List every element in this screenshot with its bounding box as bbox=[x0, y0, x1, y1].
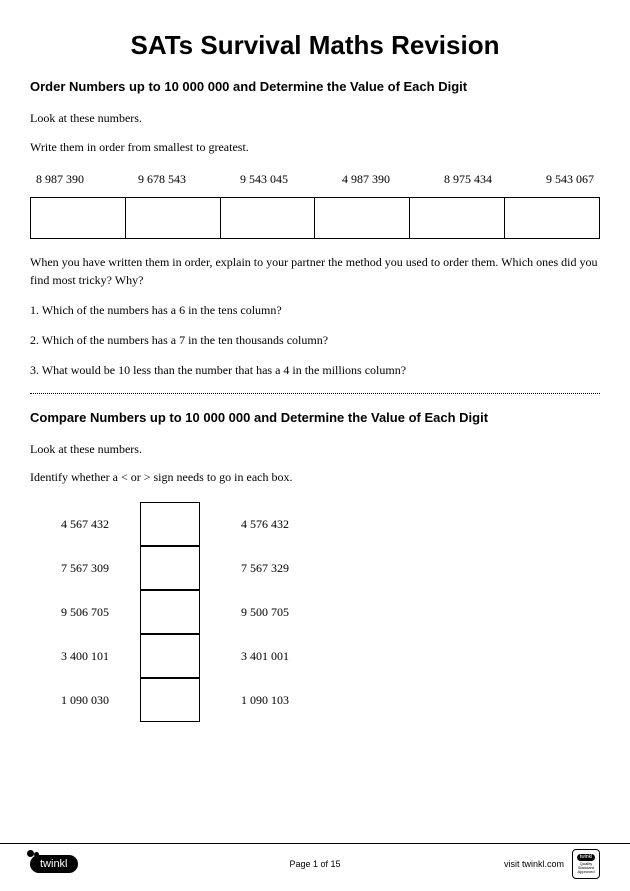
page-number: Page 1 of 15 bbox=[289, 859, 340, 869]
section2-heading: Compare Numbers up to 10 000 000 and Det… bbox=[30, 410, 600, 425]
number-item: 9 678 543 bbox=[138, 172, 186, 187]
compare-box[interactable] bbox=[140, 634, 200, 678]
answer-cell[interactable] bbox=[314, 197, 410, 239]
number-item: 9 543 045 bbox=[240, 172, 288, 187]
compare-left: 7 567 309 bbox=[30, 561, 140, 576]
compare-right: 3 401 001 bbox=[200, 649, 330, 664]
section2-instruction2: Identify whether a < or > sign needs to … bbox=[30, 469, 600, 486]
answer-cell[interactable] bbox=[220, 197, 316, 239]
section-divider bbox=[30, 393, 600, 394]
answer-cell[interactable] bbox=[504, 197, 600, 239]
compare-row: 9 506 705 9 500 705 bbox=[30, 590, 600, 634]
compare-right: 1 090 103 bbox=[200, 693, 330, 708]
badge-text: Quality Standard Approved bbox=[574, 862, 598, 874]
compare-right: 9 500 705 bbox=[200, 605, 330, 620]
section1-instruction2: Write them in order from smallest to gre… bbox=[30, 139, 600, 156]
compare-left: 9 506 705 bbox=[30, 605, 140, 620]
question-1: 1. Which of the numbers has a 6 in the t… bbox=[30, 301, 600, 319]
number-item: 8 975 434 bbox=[444, 172, 492, 187]
compare-left: 3 400 101 bbox=[30, 649, 140, 664]
question-2: 2. Which of the numbers has a 7 in the t… bbox=[30, 331, 600, 349]
compare-row: 1 090 030 1 090 103 bbox=[30, 678, 600, 722]
visit-link: visit twinkl.com bbox=[504, 859, 564, 869]
number-item: 9 543 067 bbox=[546, 172, 594, 187]
compare-row: 7 567 309 7 567 329 bbox=[30, 546, 600, 590]
badge-logo: twinkl bbox=[577, 854, 596, 861]
quality-badge: twinkl Quality Standard Approved bbox=[572, 849, 600, 879]
answer-cell[interactable] bbox=[409, 197, 505, 239]
compare-box[interactable] bbox=[140, 502, 200, 546]
number-item: 4 987 390 bbox=[342, 172, 390, 187]
numbers-row: 8 987 390 9 678 543 9 543 045 4 987 390 … bbox=[36, 172, 594, 187]
section1-heading: Order Numbers up to 10 000 000 and Deter… bbox=[30, 79, 600, 94]
compare-box[interactable] bbox=[140, 678, 200, 722]
page-title: SATs Survival Maths Revision bbox=[30, 30, 600, 61]
compare-box[interactable] bbox=[140, 546, 200, 590]
compare-table: 4 567 432 4 576 432 7 567 309 7 567 329 … bbox=[30, 502, 600, 722]
compare-right: 7 567 329 bbox=[200, 561, 330, 576]
compare-left: 1 090 030 bbox=[30, 693, 140, 708]
answer-cell[interactable] bbox=[30, 197, 126, 239]
compare-box[interactable] bbox=[140, 590, 200, 634]
compare-left: 4 567 432 bbox=[30, 517, 140, 532]
compare-row: 4 567 432 4 576 432 bbox=[30, 502, 600, 546]
answer-table bbox=[30, 197, 600, 239]
page-footer: twinkl Page 1 of 15 visit twinkl.com twi… bbox=[0, 843, 630, 883]
number-item: 8 987 390 bbox=[36, 172, 84, 187]
answer-cell[interactable] bbox=[125, 197, 221, 239]
twinkl-logo: twinkl bbox=[30, 855, 78, 873]
question-3: 3. What would be 10 less than the number… bbox=[30, 361, 600, 379]
compare-right: 4 576 432 bbox=[200, 517, 330, 532]
section1-instruction1: Look at these numbers. bbox=[30, 110, 600, 127]
compare-row: 3 400 101 3 401 001 bbox=[30, 634, 600, 678]
section1-explain: When you have written them in order, exp… bbox=[30, 253, 600, 289]
footer-right: visit twinkl.com twinkl Quality Standard… bbox=[504, 849, 600, 879]
section2-instruction1: Look at these numbers. bbox=[30, 441, 600, 458]
